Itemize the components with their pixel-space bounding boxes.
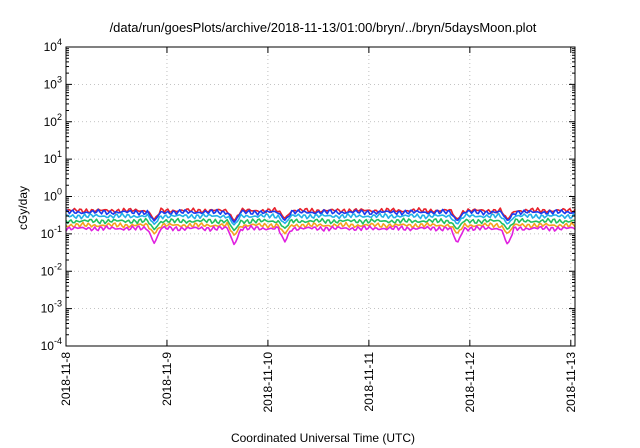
y-axis: 10-4 10-3 10-2 10-1 100 101 102 103 104	[41, 37, 575, 353]
series-line	[65, 224, 576, 246]
y-tick-label: 103	[44, 74, 62, 91]
series-line	[65, 217, 576, 232]
series-line	[65, 221, 576, 236]
series-group	[65, 207, 576, 246]
grid	[66, 47, 575, 346]
y-tick-label: 10-2	[41, 261, 62, 278]
y-tick-label: 10-3	[41, 299, 62, 316]
x-tick-label: 2018-11-12	[463, 352, 477, 413]
x-axis: 2018-11-8 2018-11-9 2018-11-10 2018-11-11 20…	[59, 47, 578, 413]
y-tick-label: 101	[44, 149, 62, 166]
series-line	[65, 208, 576, 223]
series-line	[65, 212, 576, 226]
y-tick-label: 10-1	[41, 224, 62, 241]
y-tick-label: 10-4	[41, 336, 62, 353]
x-tick-label: 2018-11-11	[362, 352, 376, 412]
x-tick-label: 2018-11-9	[160, 352, 174, 406]
x-tick-label: 2018-11-13	[564, 352, 578, 413]
x-tick-label: 2018-11-10	[261, 352, 275, 413]
x-tick-label: 2018-11-8	[59, 352, 73, 406]
y-tick-label: 104	[44, 37, 62, 54]
y-tick-label: 102	[44, 112, 62, 129]
x-axis-label: Coordinated Universal Time (UTC)	[231, 431, 415, 445]
y-tick-label: 100	[44, 187, 62, 204]
y-axis-label: cGy/day	[16, 186, 30, 230]
chart-title: /data/run/goesPlots/archive/2018-11-13/0…	[110, 20, 537, 35]
